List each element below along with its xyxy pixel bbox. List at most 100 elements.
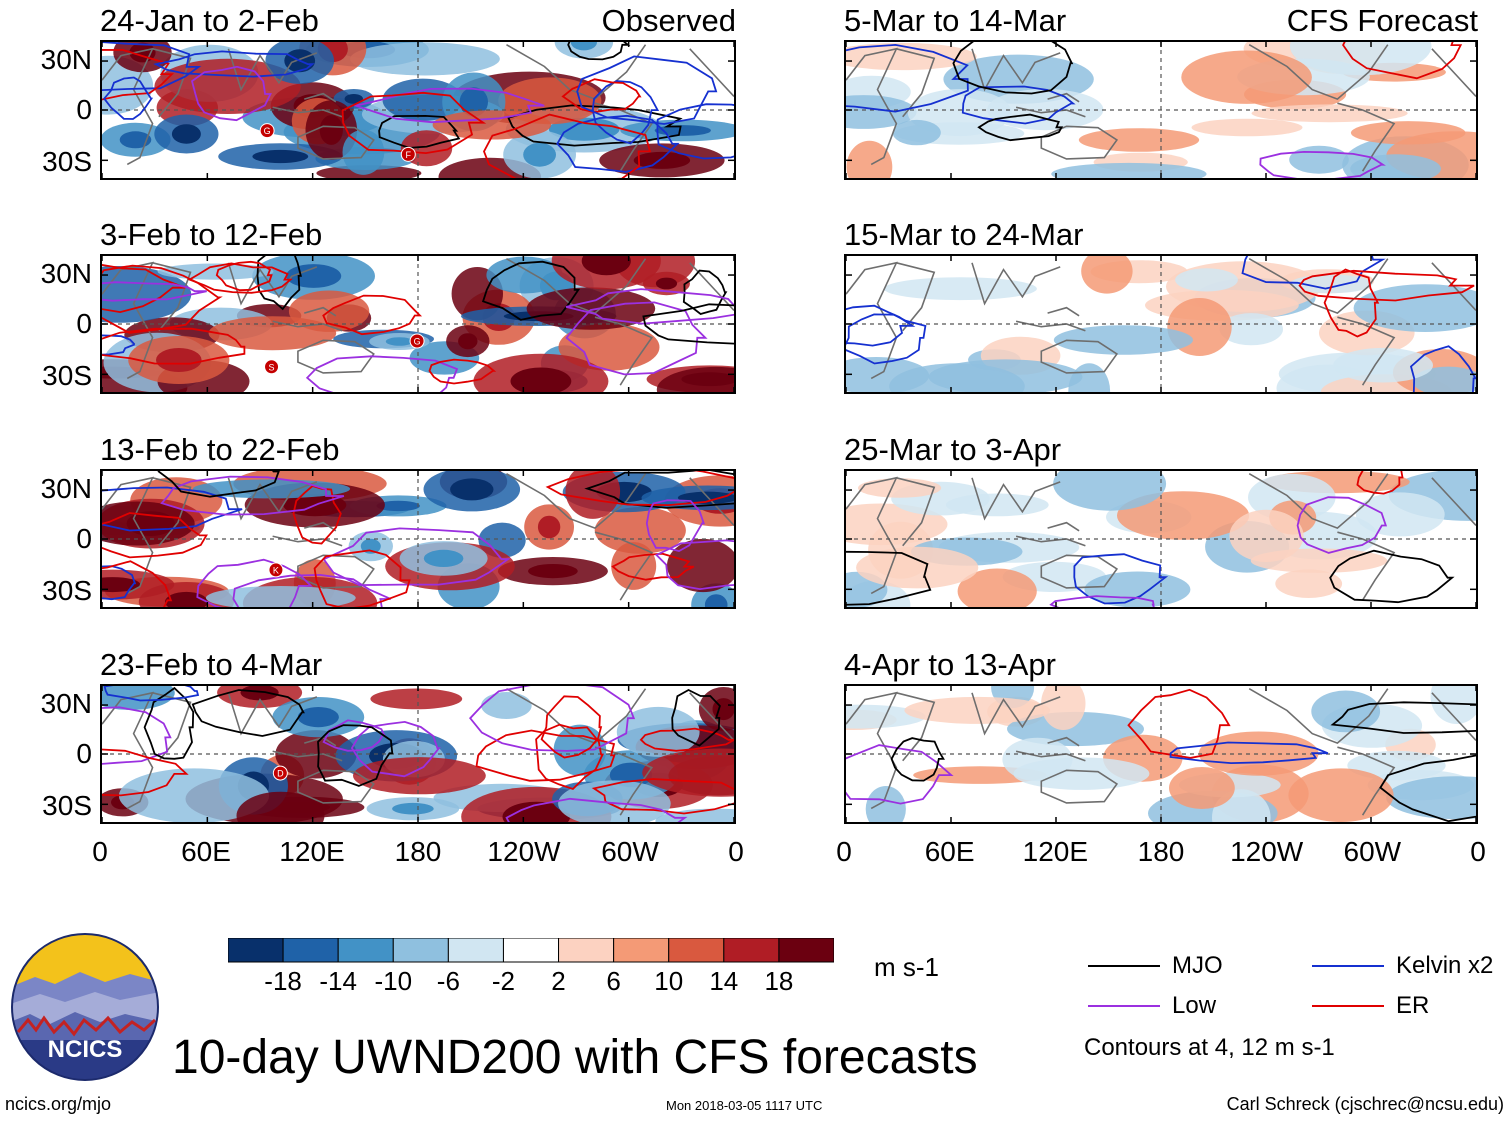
y-tick-label: 30S: [42, 789, 92, 821]
anomaly-core: [528, 564, 578, 579]
anomaly-shading: [1251, 104, 1408, 123]
coastline: [1040, 339, 1119, 374]
anomaly-shading: [1068, 363, 1111, 392]
coastline: [896, 477, 936, 547]
wave-contour: [483, 113, 652, 178]
anomaly-core: [654, 125, 711, 136]
wave-contour: [671, 688, 721, 747]
map-panel: [844, 254, 1478, 394]
wave-contour: [102, 327, 246, 365]
x-tick-label: 120E: [279, 836, 345, 867]
anomaly-shading: [432, 110, 552, 140]
coastline: [1431, 692, 1476, 741]
coastline: [896, 262, 936, 332]
coastline: [689, 262, 734, 311]
wave-contour: [556, 114, 680, 173]
coastline: [1248, 688, 1389, 745]
coastline: [272, 750, 343, 762]
wave-contour: [591, 778, 734, 815]
ncics-logo: NCICS: [10, 932, 160, 1082]
coastline: [594, 316, 654, 386]
wave-contour: [952, 42, 1074, 95]
wave-contour: [1356, 471, 1404, 495]
wave-contour: [322, 527, 511, 587]
storm-marker-label: D: [277, 769, 284, 779]
map-panel: K: [100, 469, 736, 609]
coastline: [971, 692, 1061, 736]
x-tick-label: 120W: [1230, 836, 1304, 867]
x-tick-label: 120E: [1022, 836, 1089, 867]
wave-contour: [846, 313, 927, 365]
map-panel: [844, 40, 1478, 180]
coastline: [1047, 521, 1080, 532]
y-tick-label: 0: [76, 738, 92, 769]
y-tick-label: 0: [76, 94, 92, 125]
colorbar-segment: [558, 938, 615, 963]
colorbar-segment: [778, 938, 834, 963]
footer-left: ncics.org/mjo: [5, 1094, 112, 1114]
anomaly-shading: [1041, 686, 1086, 730]
storm-marker-label: F: [406, 150, 412, 160]
colorbar-tick-label: 10: [654, 966, 684, 996]
colorbar-segment: [613, 938, 670, 963]
anomaly-shading: [205, 586, 356, 607]
coastline: [227, 477, 318, 521]
x-tick-label: 0: [92, 836, 108, 867]
storm-marker: [259, 123, 275, 139]
anomaly-shading: [102, 501, 195, 546]
anomaly-core: [385, 337, 413, 346]
wave-contour: [565, 288, 734, 325]
coastline: [1431, 477, 1476, 526]
wave-contour: [1330, 701, 1476, 734]
map-panel: D: [100, 684, 736, 824]
coastline: [1431, 48, 1476, 97]
wave-contour: [1259, 150, 1386, 178]
anomaly-shading: [1289, 145, 1349, 174]
footer-right: Carl Schreck (cjschrec@ncsu.edu): [1226, 1094, 1504, 1114]
storm-marker-label: G: [414, 337, 421, 347]
y-tick-label: 0: [76, 523, 92, 554]
wave-contour: [143, 686, 195, 760]
anomaly-shading: [1289, 42, 1432, 76]
panel-title: 25-Mar to 3-Apr: [844, 432, 1062, 467]
anomaly-shading: [526, 287, 656, 330]
wave-contour: [102, 512, 208, 559]
colorbar-tick-label: 2: [551, 966, 566, 996]
contour-note: Contours at 4, 12 m s-1: [1084, 1034, 1335, 1061]
x-tick-label: 120W: [487, 836, 561, 867]
anomaly-shading: [1430, 686, 1476, 724]
wave-contour: [565, 301, 708, 376]
wave-contour: [469, 686, 636, 752]
anomaly-shading: [846, 42, 977, 71]
colorbar-tick-label: 14: [709, 966, 739, 996]
wave-contour: [535, 723, 605, 791]
x-tick-label: 180: [394, 836, 442, 867]
anomaly-shading: [236, 791, 325, 822]
wave-contour: [305, 355, 459, 392]
anomaly-shading: [370, 688, 463, 710]
coastline: [1015, 106, 1086, 118]
anomaly-shading: [865, 786, 906, 822]
anomaly-shading: [1288, 768, 1394, 822]
colorbar-tick-label: -18: [264, 966, 302, 996]
anomaly-shading: [883, 277, 1037, 301]
anomaly-core: [459, 87, 488, 117]
legend-label: ER: [1396, 992, 1430, 1019]
colorbar-tick-label: 6: [606, 966, 621, 996]
anomaly-shading: [1229, 509, 1304, 562]
anomaly-shading: [1084, 571, 1191, 607]
footer-center: Mon 2018-03-05 1117 UTC: [666, 1098, 823, 1113]
storm-marker: [268, 562, 284, 578]
wave-contour: [1127, 688, 1231, 759]
wave-contour: [102, 706, 172, 765]
wave-contour: [153, 50, 315, 78]
x-tick-label: 0: [1470, 836, 1486, 867]
y-tick-label: 30N: [40, 687, 92, 719]
wave-contour: [846, 304, 916, 347]
wave-contour: [196, 558, 313, 607]
wave-contour: [481, 260, 581, 321]
anomaly-shading: [1081, 256, 1133, 294]
wave-contour: [103, 686, 200, 702]
anomaly-shading: [342, 129, 385, 175]
wave-contour: [352, 87, 545, 124]
